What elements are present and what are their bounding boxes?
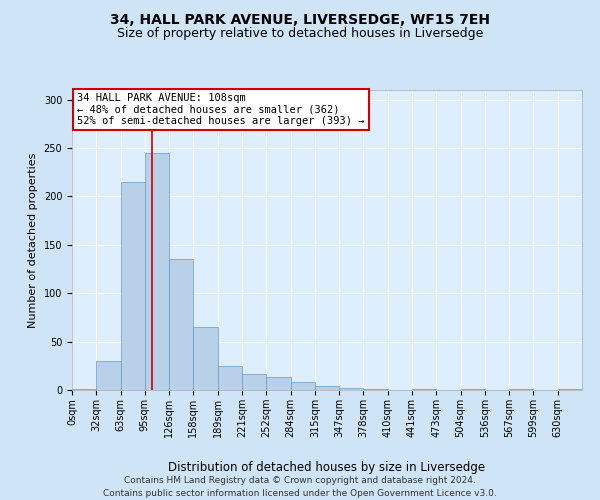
Bar	[558, 389, 582, 390]
Bar	[96, 361, 121, 390]
Bar	[218, 366, 242, 390]
Bar	[509, 389, 533, 390]
Text: Contains HM Land Registry data © Crown copyright and database right 2024.
Contai: Contains HM Land Registry data © Crown c…	[103, 476, 497, 498]
Bar	[169, 260, 193, 390]
Text: Size of property relative to detached houses in Liversedge: Size of property relative to detached ho…	[117, 28, 483, 40]
Bar	[461, 389, 485, 390]
Bar	[315, 386, 339, 390]
Text: 34, HALL PARK AVENUE, LIVERSEDGE, WF15 7EH: 34, HALL PARK AVENUE, LIVERSEDGE, WF15 7…	[110, 12, 490, 26]
Bar	[364, 389, 388, 390]
Text: Distribution of detached houses by size in Liversedge: Distribution of detached houses by size …	[169, 461, 485, 474]
Bar	[242, 374, 266, 390]
Text: 34 HALL PARK AVENUE: 108sqm
← 48% of detached houses are smaller (362)
52% of se: 34 HALL PARK AVENUE: 108sqm ← 48% of det…	[77, 93, 365, 126]
Bar	[339, 388, 364, 390]
Bar	[412, 389, 436, 390]
Bar	[290, 382, 315, 390]
Y-axis label: Number of detached properties: Number of detached properties	[28, 152, 38, 328]
Bar	[193, 327, 218, 390]
Bar	[72, 389, 96, 390]
Bar	[266, 378, 290, 390]
Bar	[121, 182, 145, 390]
Bar	[145, 153, 169, 390]
